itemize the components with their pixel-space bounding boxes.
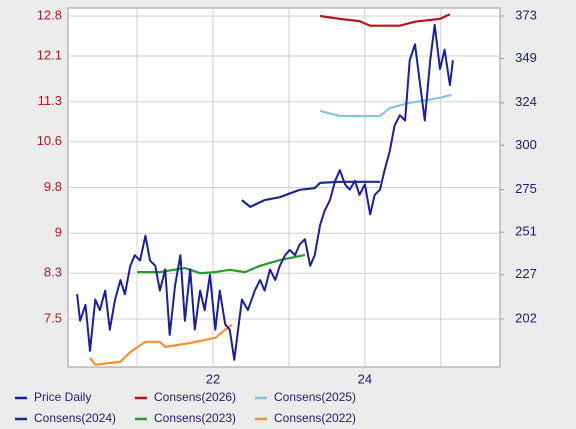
series-line	[89, 323, 233, 366]
y2-tick-label: 300	[515, 137, 537, 152]
y2-tick-label: 275	[515, 181, 537, 196]
series-line	[319, 13, 451, 27]
y2-tick-label: 202	[515, 310, 537, 325]
y-tick-label: 8.3	[44, 265, 62, 280]
y-tick-label: 9.8	[44, 179, 62, 194]
series-line	[76, 23, 454, 361]
legend-label: Consens(2026)	[154, 390, 236, 404]
legend-label: Consens(2025)	[274, 390, 356, 404]
legend-label: Consens(2024)	[34, 411, 116, 425]
y-tick-label: 10.6	[37, 133, 62, 148]
y2-tick-label: 324	[515, 94, 537, 109]
y-tick-label: 12.1	[37, 47, 62, 62]
y2-tick-label: 349	[515, 50, 537, 65]
y2-tick-label: 373	[515, 7, 537, 22]
x-tick-label: 22	[206, 371, 220, 386]
y2-tick-label: 227	[515, 266, 537, 281]
legend-label: Price Daily	[34, 390, 91, 404]
y-tick-label: 9	[55, 225, 62, 240]
y-tick-label: 12.8	[37, 7, 62, 22]
y-tick-label: 11.3	[38, 93, 62, 108]
y-tick-label: 7.5	[44, 310, 62, 325]
legend-label: Consens(2023)	[154, 411, 236, 425]
series-line	[319, 93, 452, 118]
legend-label: Consens(2022)	[274, 411, 356, 425]
x-tick-label: 24	[358, 371, 372, 386]
series-line	[137, 253, 306, 275]
y2-tick-label: 251	[515, 224, 537, 239]
series-line	[241, 180, 380, 208]
